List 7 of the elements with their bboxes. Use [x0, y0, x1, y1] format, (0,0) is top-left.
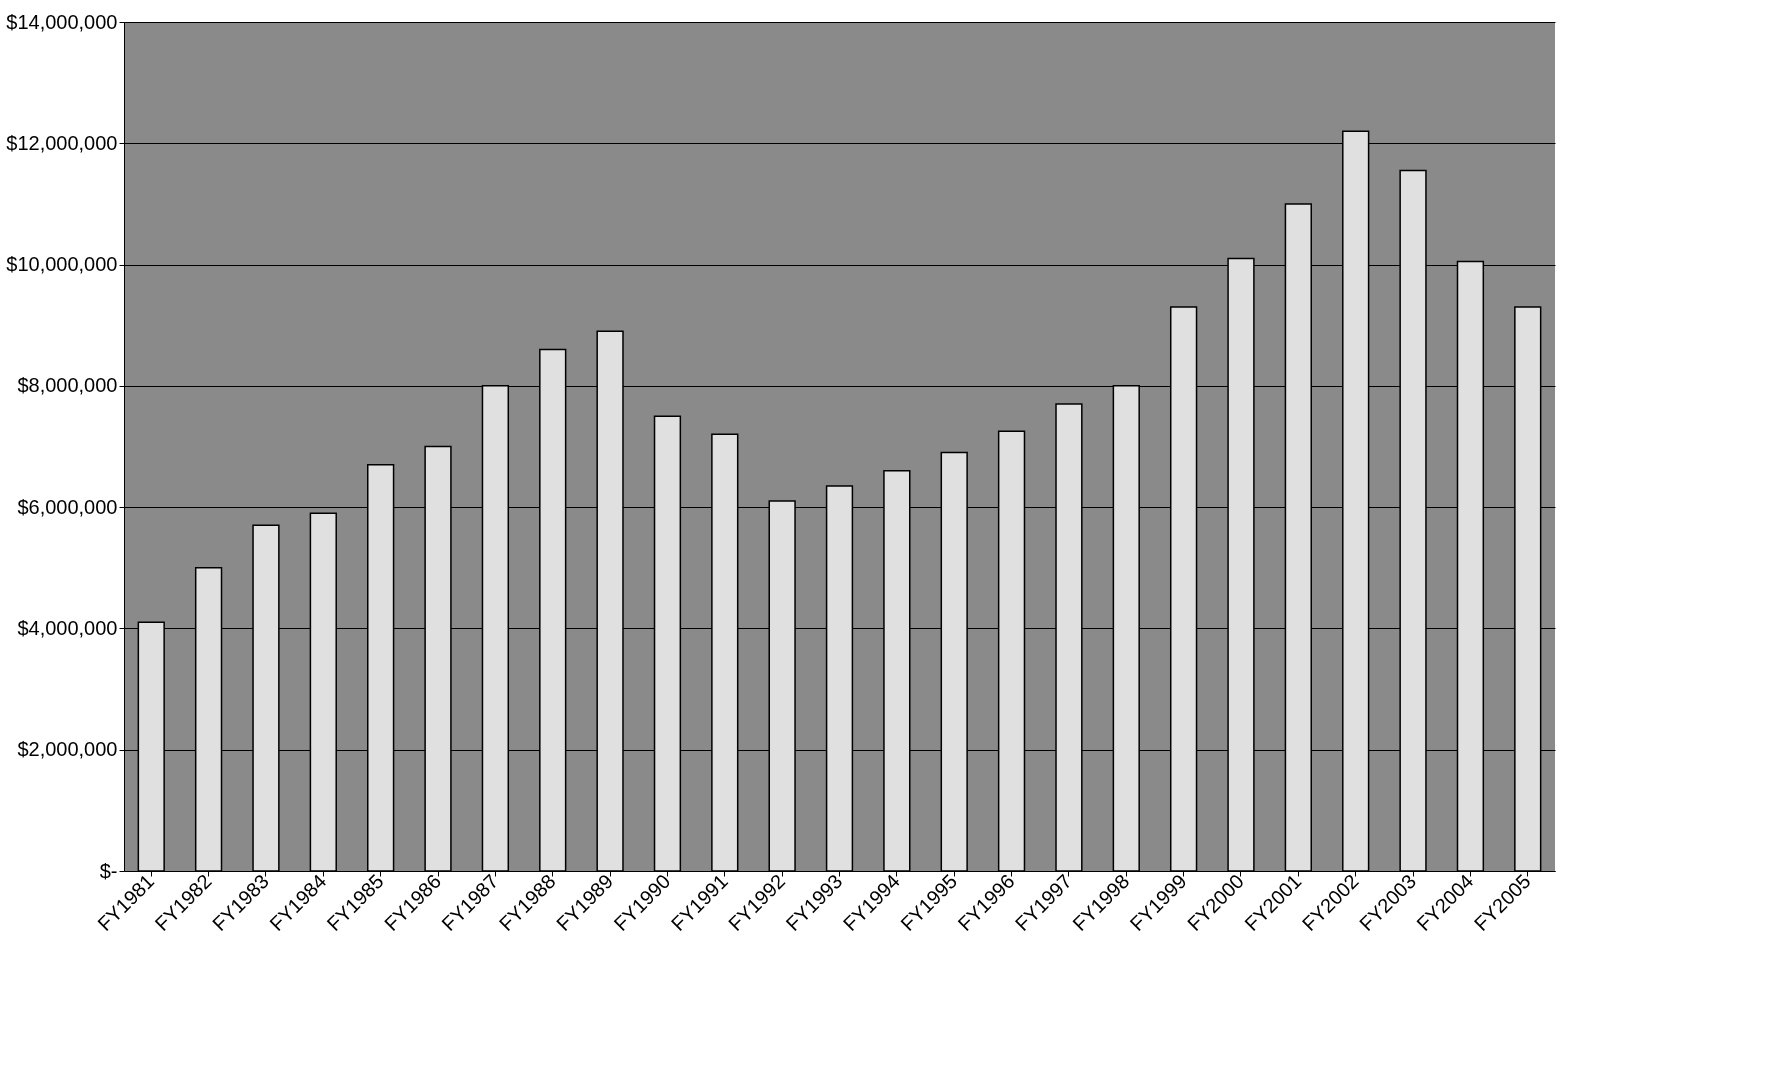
y-tick-label: $8,000,000 [17, 374, 118, 397]
y-tick-label: $14,000,000 [6, 10, 118, 33]
y-tick-label: $12,000,000 [6, 131, 118, 154]
y-tick-label: $6,000,000 [17, 495, 118, 518]
y-tick-label: $10,000,000 [6, 253, 118, 276]
y-tick-label: $4,000,000 [17, 616, 118, 639]
y-tick-label: $2,000,000 [17, 738, 118, 761]
